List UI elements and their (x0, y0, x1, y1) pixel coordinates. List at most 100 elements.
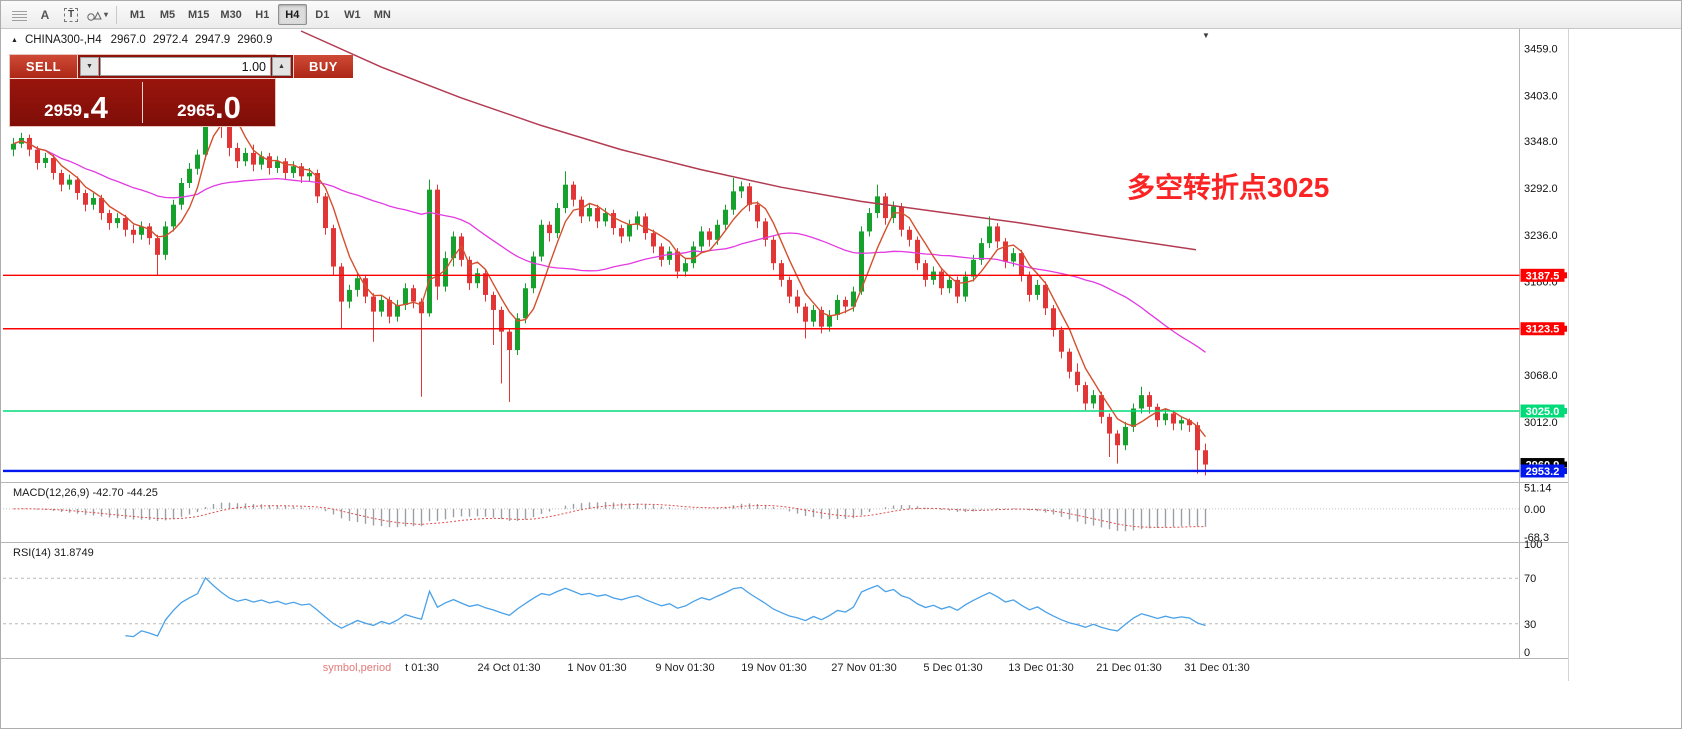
time-axis-label: 13 Dec 01:30 (1008, 662, 1073, 674)
time-axis-label: 27 Nov 01:30 (831, 662, 896, 674)
candle-body (835, 299, 840, 315)
candle-body (291, 166, 296, 173)
price-axis-label: 3236.0 (1524, 230, 1558, 242)
candle-body (939, 271, 944, 289)
candle-body (635, 216, 640, 225)
chart-annotation-text: 多空转折点3025 (1127, 172, 1330, 203)
candle-body (971, 259, 976, 277)
price-badge-label: 2953.2 (1526, 466, 1560, 478)
volume-dropdown-button[interactable]: ▼ (80, 57, 99, 76)
timeframe-d1[interactable]: D1 (315, 8, 330, 21)
candle-body (43, 157, 48, 163)
candle-body (11, 143, 16, 150)
candle-body (1115, 433, 1120, 446)
bid-main-digits: 2959 (44, 101, 82, 120)
chart-canvas[interactable]: 3459.03403.03348.03292.03236.03180.03068… (1, 29, 1682, 681)
letter-a-icon: A (40, 7, 50, 22)
price-badge (1520, 268, 1565, 282)
price-axis-label: 3403.0 (1524, 90, 1558, 102)
time-axis-label: 19 Nov 01:30 (741, 662, 806, 674)
price-divider (142, 82, 143, 123)
time-axis-label: 9 Nov 01:30 (655, 662, 714, 674)
ma-long-darkred-line (300, 30, 1197, 251)
price-badge (1520, 404, 1565, 418)
text-frame-tool[interactable]: T (58, 4, 84, 26)
ask-main-digits: 2965 (177, 101, 215, 120)
candle-body (459, 236, 464, 260)
volume-spinner: ▼ ▲ (78, 55, 293, 78)
candle-body (755, 204, 760, 222)
candle-body (1003, 241, 1008, 262)
candle-body (299, 166, 304, 177)
text-frame-icon: T (63, 7, 79, 22)
shapes-tool[interactable]: ▾ (84, 4, 110, 26)
price-badge-label: 3123.5 (1526, 324, 1560, 336)
candle-body (667, 251, 672, 260)
candle-body (763, 221, 768, 240)
candle-body (331, 228, 336, 267)
candle-body (283, 161, 288, 173)
candle-body (371, 296, 376, 312)
sell-button[interactable]: SELL (10, 55, 78, 78)
candle-body (851, 291, 856, 307)
candle-body (811, 309, 816, 322)
timeframe-m1[interactable]: M1 (129, 8, 146, 21)
candle-body (891, 206, 896, 219)
candle-body (67, 179, 72, 185)
candle-body (739, 186, 744, 192)
candle-body (771, 239, 776, 264)
candle-body (507, 331, 512, 351)
toolbar: A T ▾ M1 M5 M15 M30 H1 H4 D1 W1 MN (1, 1, 1681, 29)
candle-body (251, 152, 256, 165)
candle-body (675, 251, 680, 272)
candle-body (1019, 253, 1024, 275)
macd-header-label: MACD(12,26,9) -42.70 -44.25 (13, 487, 158, 499)
candle-body (355, 278, 360, 290)
candle-body (499, 309, 504, 332)
time-axis-label: t 01:30 (405, 662, 439, 674)
scroll-marker-icon[interactable]: ▼ (1202, 31, 1210, 40)
candle-body (1139, 395, 1144, 409)
candle-body (91, 198, 96, 205)
timeframe-w1[interactable]: W1 (344, 8, 361, 21)
candle-body (155, 238, 160, 255)
ma-mid-orange-line (13, 119, 1207, 438)
candle-body (787, 279, 792, 297)
candle-body (923, 263, 928, 280)
price-badge (1520, 322, 1565, 336)
price-axis-label: 3292.0 (1524, 183, 1558, 195)
price-badge-label: 3025.0 (1526, 406, 1560, 418)
timeframe-m15[interactable]: M15 (188, 8, 210, 21)
candle-body (195, 154, 200, 169)
hatch-pattern-tool[interactable] (6, 4, 32, 26)
rsi-axis-label: 70 (1524, 573, 1536, 585)
candle-body (651, 233, 656, 247)
timeframe-h1[interactable]: H1 (255, 8, 270, 21)
text-label-tool[interactable]: A (32, 4, 58, 26)
buy-button[interactable]: BUY (293, 55, 353, 78)
candle-body (947, 279, 952, 289)
candle-body (99, 198, 104, 214)
timeframe-m30[interactable]: M30 (220, 8, 242, 21)
candle-body (619, 228, 624, 237)
high-value: 2972.4 (152, 34, 189, 46)
candle-body (411, 288, 416, 302)
timeframe-h4[interactable]: H4 (277, 4, 307, 25)
volume-input[interactable] (100, 57, 271, 76)
open-value: 2967.0 (110, 34, 146, 46)
timeframe-mn[interactable]: MN (373, 8, 391, 21)
candle-body (707, 231, 712, 240)
spinner-up-icon: ▲ (278, 63, 285, 70)
candle-body (523, 288, 528, 319)
timeframe-m5[interactable]: M5 (159, 8, 176, 21)
price-axis-label: 3348.0 (1524, 136, 1558, 148)
candle-body (51, 157, 56, 173)
candle-body (83, 193, 88, 205)
volume-up-button[interactable]: ▲ (272, 57, 291, 76)
candle-body (515, 318, 520, 351)
candle-body (611, 213, 616, 229)
candle-body (1179, 420, 1184, 424)
macd-axis-label: 51.14 (1524, 483, 1552, 495)
candle-body (123, 218, 128, 230)
